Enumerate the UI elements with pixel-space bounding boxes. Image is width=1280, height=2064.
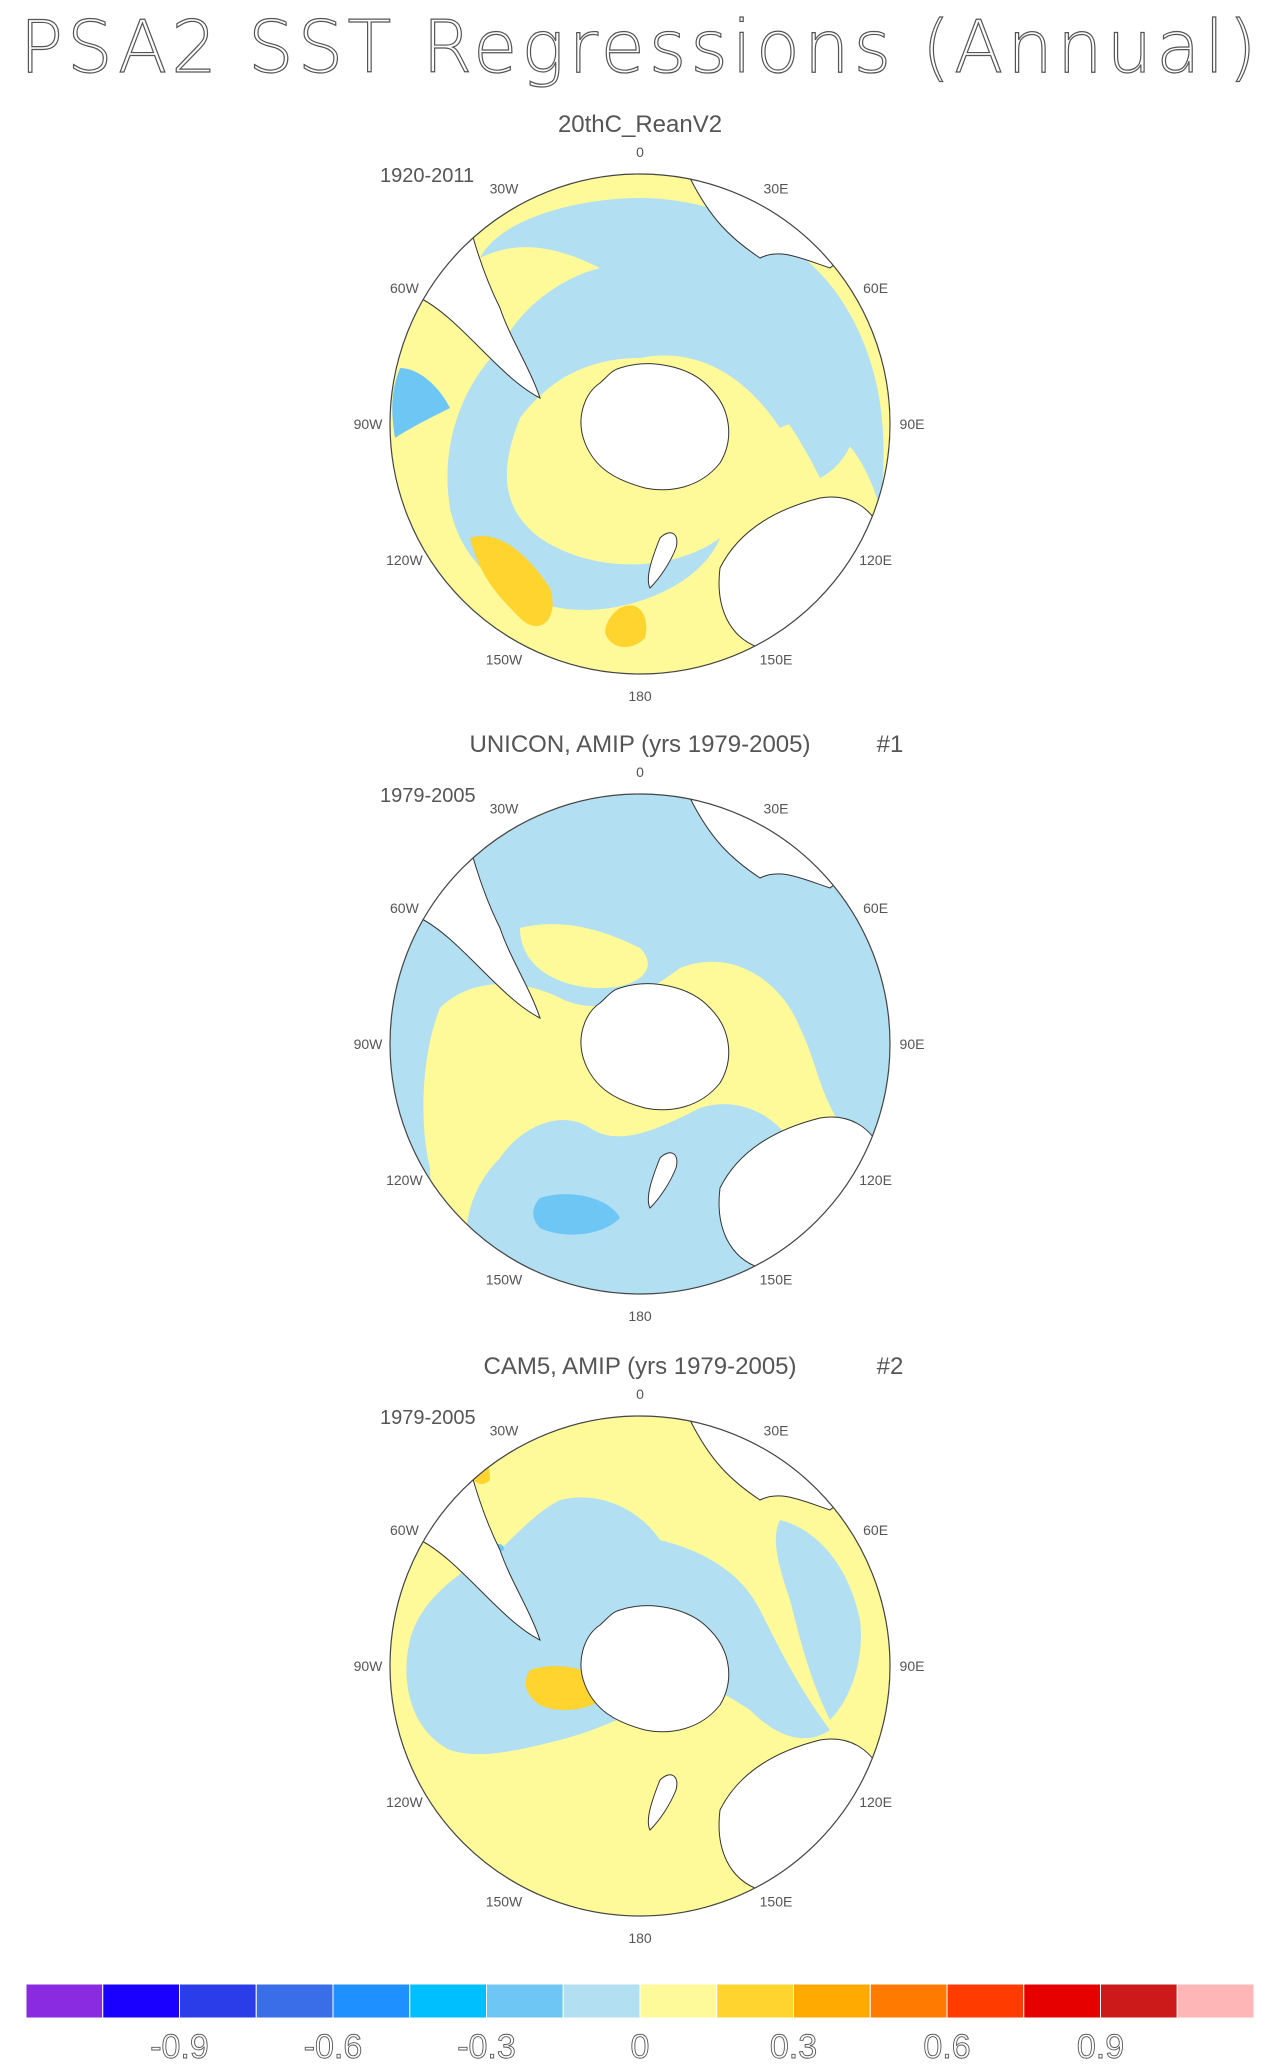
longitude-label: 0 [636, 764, 644, 780]
longitude-label: 30W [490, 800, 520, 816]
map-boundary [389, 1415, 891, 1917]
colorbar-swatch [946, 1984, 1025, 2019]
sst-anomaly-region [470, 536, 553, 627]
longitude-label: 90E [900, 1036, 925, 1052]
figure-title: PSA2 SST Regressions (Annual) [19, 4, 1261, 89]
longitude-label: 60E [863, 1522, 888, 1538]
longitude-label: 180 [628, 688, 652, 704]
panel-title: UNICON, AMIP (yrs 1979-2005) [469, 731, 810, 758]
longitude-label: 90W [354, 1036, 384, 1052]
longitude-label: 60W [390, 900, 420, 916]
longitude-label: 60E [863, 280, 888, 296]
colorbar-swatch [102, 1984, 180, 2019]
sst-anomaly-region [775, 1520, 861, 1720]
longitude-label: 30E [764, 1422, 789, 1438]
panel-number: #2 [877, 1353, 904, 1380]
sst-anomaly-region [423, 961, 860, 1268]
longitude-label: 30E [764, 800, 789, 816]
longitude-label: 60E [863, 900, 888, 916]
land-new-zealand [647, 1152, 678, 1209]
sst-map [390, 1416, 890, 1916]
longitude-label: 60W [390, 1522, 420, 1538]
colorbar-swatch [716, 1984, 794, 2019]
colorbar-swatch [562, 1984, 641, 2019]
land-antarctica [580, 363, 730, 491]
longitude-label: 120W [386, 1794, 423, 1810]
longitude-label: 180 [628, 1930, 652, 1946]
longitude-label: 150E [760, 652, 793, 668]
sst-map [390, 794, 890, 1294]
colorbar-tick-label: -0.3 [457, 2028, 516, 2064]
panel-period: 1979-2005 [380, 1407, 476, 1429]
sst-map [390, 174, 890, 674]
colorbar-swatch [332, 1984, 411, 2019]
map-panel-unicon: UNICON, AMIP (yrs 1979-2005) #1 1979-2005 0… [354, 731, 925, 1324]
land-antarctica [580, 983, 730, 1111]
sst-anomaly-region [717, 295, 860, 478]
sst-anomaly-region [533, 1194, 620, 1235]
longitude-label: 120W [386, 552, 423, 568]
colorbar-swatch [26, 1984, 104, 2019]
longitude-label: 180 [628, 1308, 652, 1324]
figure-title-text: PSA2 SST Regressions (Annual) [20, 5, 1261, 89]
longitude-label: 30W [490, 180, 520, 196]
longitude-label: 150W [486, 1894, 523, 1910]
map-boundary [389, 173, 891, 675]
colorbar-tick-label: 0 [631, 2028, 650, 2064]
longitude-label: 30W [490, 1422, 520, 1438]
longitude-label: 90E [900, 1658, 925, 1674]
sst-anomaly-region [520, 924, 648, 988]
longitude-label: 90W [354, 416, 384, 432]
colorbar-swatch [1100, 1984, 1178, 2019]
colorbar-swatch [1176, 1984, 1254, 2019]
colorbar-swatch [255, 1984, 334, 2019]
colorbar-tick-label: -0.9 [150, 2028, 209, 2064]
longitude-label: 150E [760, 1272, 793, 1288]
sst-anomaly-region [464, 1440, 490, 1485]
longitude-label: 90W [354, 1658, 384, 1674]
colorbar-swatch [639, 1984, 718, 2019]
colorbar-swatch [793, 1984, 871, 2019]
map-panel-cam5: CAM5, AMIP (yrs 1979-2005) #2 1979-2005 0 30… [354, 1353, 925, 1946]
longitude-label: 120E [859, 552, 892, 568]
longitude-label: 90E [900, 416, 925, 432]
colorbar-tick-label: 0.9 [1077, 2028, 1124, 2064]
colorbar-swatch [1023, 1984, 1101, 2019]
colorbar: -0.9 -0.6 -0.3 0 0.3 0.6 0.9 [26, 1984, 1254, 2064]
colorbar-tick-label: 0.3 [770, 2028, 817, 2064]
land-new-zealand [647, 1774, 678, 1831]
map-boundary [389, 793, 891, 1295]
longitude-label: 0 [636, 144, 644, 160]
longitude-label: 120E [859, 1172, 892, 1188]
longitude-label: 150W [486, 1272, 523, 1288]
panel-number: #1 [877, 731, 904, 758]
panel-period: 1979-2005 [380, 785, 476, 807]
longitude-label: 150E [760, 1894, 793, 1910]
panel-period: 1920-2011 [380, 165, 474, 187]
longitude-label: 150W [486, 652, 523, 668]
land-antarctica [580, 1605, 730, 1733]
colorbar-swatch [409, 1984, 487, 2019]
longitude-label: 0 [636, 1386, 644, 1402]
colorbar-swatch [486, 1984, 564, 2019]
longitude-label: 120W [386, 1172, 423, 1188]
longitude-label: 120E [859, 1794, 892, 1810]
map-panel-20thc-reanv2: 20thC_ReanV2 1920-2011 0 30E 60E 90E 120E 150E 1… [354, 111, 925, 704]
longitude-label: 30E [764, 180, 789, 196]
colorbar-tick-label: -0.6 [304, 2028, 363, 2064]
colorbar-swatch [179, 1984, 257, 2019]
longitude-label: 60W [390, 280, 420, 296]
sst-anomaly-region [605, 605, 647, 648]
sst-anomaly-region [392, 368, 450, 438]
colorbar-swatch [869, 1984, 948, 2019]
panel-title: 20thC_ReanV2 [558, 111, 722, 138]
colorbar-tick-label: 0.6 [923, 2028, 970, 2064]
panel-title: CAM5, AMIP (yrs 1979-2005) [483, 1353, 796, 1380]
land-new-zealand [647, 532, 678, 589]
